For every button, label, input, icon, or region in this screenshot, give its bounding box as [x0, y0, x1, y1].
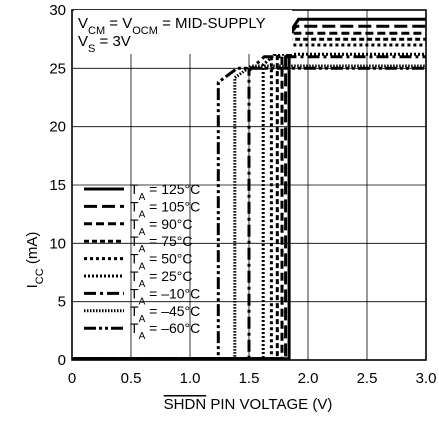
- x-tick-label: 1.0: [180, 370, 201, 387]
- y-tick-label: 0: [58, 352, 66, 369]
- x-tick-label: 2.5: [357, 370, 378, 387]
- y-axis-label: ICC (mA): [24, 232, 46, 289]
- legend-label: TA = 125°C: [130, 181, 200, 203]
- y-tick-label: 10: [49, 235, 66, 252]
- x-axis-label: SHDN PIN VOLTAGE (V): [164, 396, 333, 413]
- x-tick-labels: 0 0.5 1.0 1.5 2.0 2.5 3.0: [68, 370, 437, 387]
- annotation-vs: VS = 3V: [78, 33, 131, 55]
- x-tick-label: 0.5: [121, 370, 142, 387]
- legend-label: TA = 90°C: [130, 216, 192, 238]
- legend-label: TA = 25°C: [130, 268, 192, 290]
- x-tick-label: 1.5: [239, 370, 260, 387]
- series-line: [72, 66, 426, 361]
- x-tick-label: 3.0: [416, 370, 437, 387]
- x-tick-label: 0: [68, 370, 76, 387]
- x-tick-label: 2.0: [298, 370, 319, 387]
- y-tick-label: 20: [49, 119, 66, 136]
- y-tick-labels: 0 5 10 15 20 25 30: [49, 2, 66, 369]
- legend: TA = 125°CTA = 105°CTA = 90°CTA = 75°CTA…: [84, 181, 200, 342]
- y-tick-label: 30: [49, 2, 66, 19]
- legend-label: TA = 105°C: [130, 198, 200, 220]
- annotation-background: [74, 10, 292, 54]
- legend-label: TA = –10°C: [130, 285, 200, 307]
- legend-label: TA = –60°C: [130, 320, 200, 342]
- legend-label: TA = –45°C: [130, 303, 200, 325]
- legend-label: TA = 50°C: [130, 251, 192, 273]
- annotation-vcm: VCM = VOCM = MID-SUPPLY: [78, 15, 266, 37]
- series-line: [72, 52, 426, 361]
- y-tick-label: 5: [58, 294, 66, 311]
- legend-label: TA = 75°C: [130, 233, 192, 255]
- y-tick-label: 15: [49, 177, 66, 194]
- y-tick-label: 25: [49, 60, 66, 77]
